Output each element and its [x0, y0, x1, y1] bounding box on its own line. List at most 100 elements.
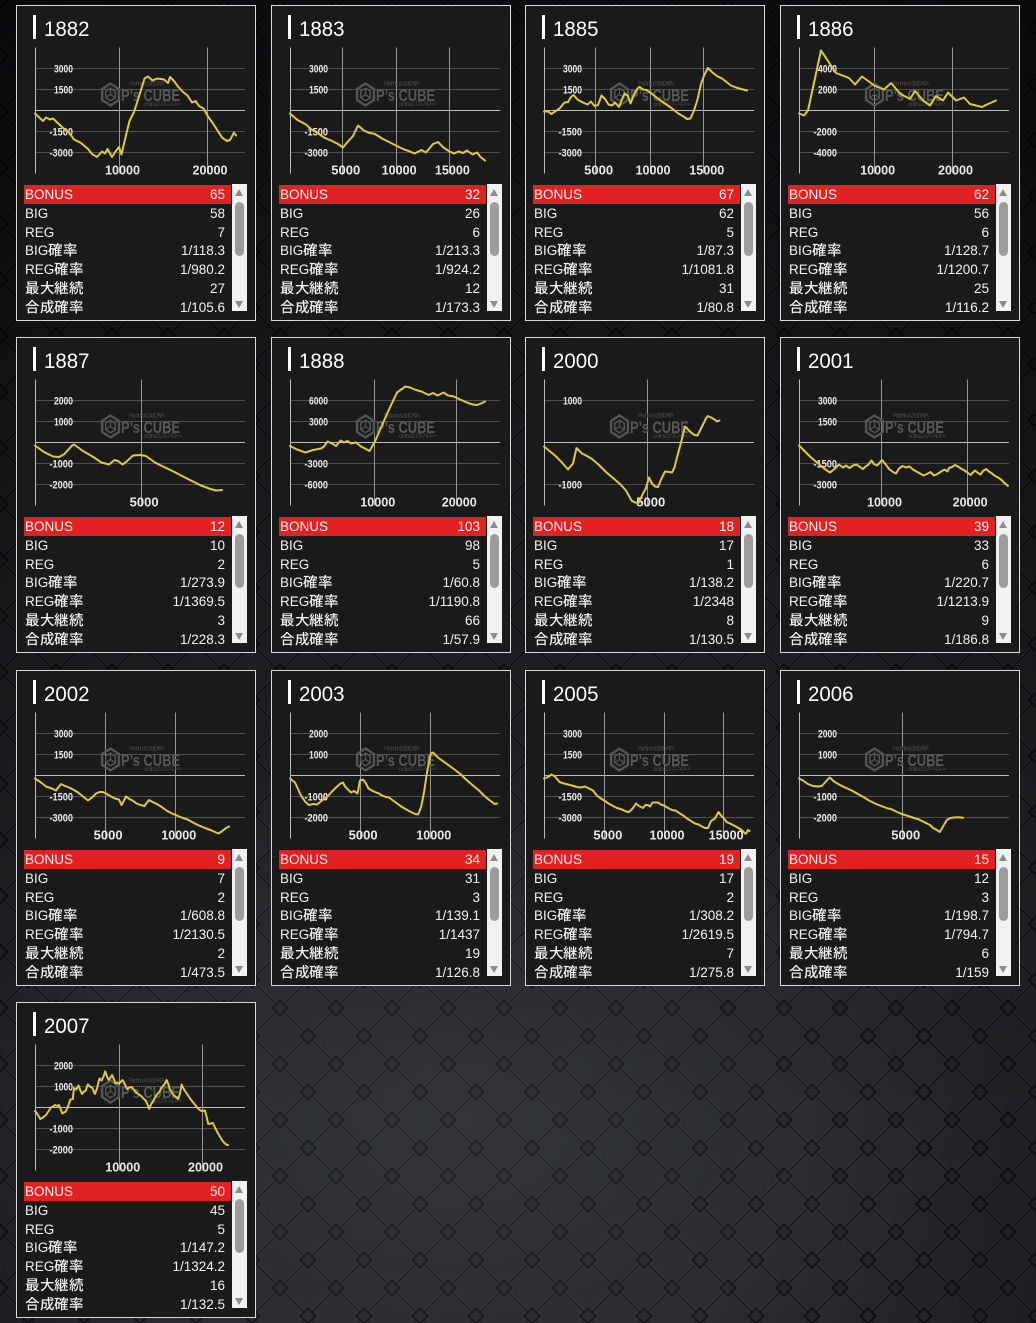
- svg-text:1500: 1500: [54, 84, 73, 96]
- svg-text:Pachinko & Slot DATA: Pachinko & Slot DATA: [384, 747, 420, 753]
- svg-text:3000: 3000: [309, 416, 328, 428]
- svg-text:3000: 3000: [563, 63, 582, 75]
- svg-text:-1500: -1500: [559, 791, 583, 803]
- svg-text:5000: 5000: [130, 496, 159, 510]
- svg-text:online2.I7f-74J××: online2.I7f-74J××: [399, 102, 437, 108]
- svg-text:-1500: -1500: [50, 791, 74, 803]
- svg-text:Pachinko & Slot DATA: Pachinko & Slot DATA: [129, 747, 165, 753]
- svg-text:Pachinko & Slot DATA: Pachinko & Slot DATA: [129, 82, 165, 88]
- svg-text:-1500: -1500: [814, 458, 838, 470]
- svg-text:5000: 5000: [331, 164, 360, 178]
- svg-text:5000: 5000: [636, 496, 665, 510]
- svg-text:10000: 10000: [416, 829, 451, 843]
- svg-text:P’s CUBE: P’s CUBE: [630, 418, 689, 437]
- svg-text:3000: 3000: [818, 395, 837, 407]
- svg-text:P’s CUBE: P’s CUBE: [121, 418, 180, 437]
- svg-text:10000: 10000: [105, 1161, 140, 1175]
- svg-text:1500: 1500: [563, 84, 582, 96]
- svg-text:1500: 1500: [818, 416, 837, 428]
- svg-text:10000: 10000: [636, 164, 671, 178]
- svg-text:3000: 3000: [563, 728, 582, 740]
- svg-text:Pachinko & Slot DATA: Pachinko & Slot DATA: [129, 414, 165, 420]
- svg-text:online2.I7f-74J××: online2.I7f-74J××: [653, 767, 691, 773]
- svg-text:Pachinko & Slot DATA: Pachinko & Slot DATA: [638, 747, 674, 753]
- svg-text:Pachinko & Slot DATA: Pachinko & Slot DATA: [638, 82, 674, 88]
- svg-text:online2.I7f-74J××: online2.I7f-74J××: [908, 102, 946, 108]
- svg-text:5000: 5000: [584, 164, 613, 178]
- svg-text:2000: 2000: [818, 84, 837, 96]
- svg-text:-3000: -3000: [305, 458, 329, 470]
- svg-text:online2.I7f-74J××: online2.I7f-74J××: [908, 767, 946, 773]
- svg-text:2000: 2000: [54, 395, 73, 407]
- svg-text:-1000: -1000: [50, 1123, 74, 1135]
- svg-text:P’s CUBE: P’s CUBE: [885, 86, 944, 105]
- svg-text:1500: 1500: [309, 84, 328, 96]
- svg-text:1500: 1500: [563, 749, 582, 761]
- svg-text:online2.I7f-74J××: online2.I7f-74J××: [399, 434, 437, 440]
- svg-text:P’s CUBE: P’s CUBE: [121, 86, 180, 105]
- svg-text:10000: 10000: [860, 164, 895, 178]
- svg-text:-2000: -2000: [50, 479, 74, 491]
- svg-text:10000: 10000: [360, 496, 395, 510]
- svg-text:P’s CUBE: P’s CUBE: [376, 86, 435, 105]
- svg-text:5000: 5000: [349, 829, 378, 843]
- svg-text:online2.I7f-74J××: online2.I7f-74J××: [908, 434, 946, 440]
- svg-text:online2.I7f-74J××: online2.I7f-74J××: [144, 102, 182, 108]
- svg-text:1000: 1000: [54, 1081, 73, 1093]
- svg-text:online2.I7f-74J××: online2.I7f-74J××: [144, 1099, 182, 1105]
- svg-text:Pachinko & Slot DATA: Pachinko & Slot DATA: [384, 82, 420, 88]
- svg-text:-3000: -3000: [305, 147, 329, 159]
- svg-text:20000: 20000: [188, 1161, 223, 1175]
- svg-text:P’s CUBE: P’s CUBE: [885, 418, 944, 437]
- svg-text:2000: 2000: [54, 1060, 73, 1072]
- svg-text:20000: 20000: [442, 496, 477, 510]
- svg-text:5000: 5000: [891, 829, 920, 843]
- svg-text:-3000: -3000: [814, 479, 838, 491]
- svg-text:Pachinko & Slot DATA: Pachinko & Slot DATA: [384, 414, 420, 420]
- svg-text:online2.I7f-74J××: online2.I7f-74J××: [144, 767, 182, 773]
- svg-text:P’s CUBE: P’s CUBE: [121, 1083, 180, 1102]
- svg-text:15000: 15000: [709, 829, 744, 843]
- svg-text:20000: 20000: [953, 496, 988, 510]
- svg-text:3000: 3000: [54, 63, 73, 75]
- svg-text:-3000: -3000: [50, 812, 74, 824]
- svg-text:-6000: -6000: [305, 479, 329, 491]
- svg-text:Pachinko & Slot DATA: Pachinko & Slot DATA: [893, 414, 929, 420]
- svg-text:-2000: -2000: [305, 812, 329, 824]
- svg-text:15000: 15000: [689, 164, 724, 178]
- svg-text:online2.I7f-74J××: online2.I7f-74J××: [653, 434, 691, 440]
- svg-text:3000: 3000: [54, 728, 73, 740]
- svg-text:P’s CUBE: P’s CUBE: [376, 751, 435, 770]
- svg-text:10000: 10000: [382, 164, 417, 178]
- svg-text:-1500: -1500: [559, 126, 583, 138]
- svg-text:-2000: -2000: [814, 812, 838, 824]
- svg-text:online2.I7f-74J××: online2.I7f-74J××: [144, 434, 182, 440]
- svg-text:-4000: -4000: [814, 147, 838, 159]
- svg-text:20000: 20000: [938, 164, 973, 178]
- svg-text:-1500: -1500: [50, 126, 74, 138]
- svg-text:10000: 10000: [650, 829, 685, 843]
- svg-text:-1000: -1000: [559, 479, 583, 491]
- svg-text:-1000: -1000: [305, 791, 329, 803]
- svg-text:-2000: -2000: [814, 126, 838, 138]
- svg-text:10000: 10000: [161, 829, 196, 843]
- svg-text:5000: 5000: [94, 829, 123, 843]
- svg-text:6000: 6000: [309, 395, 328, 407]
- svg-text:5000: 5000: [593, 829, 622, 843]
- svg-text:3000: 3000: [309, 63, 328, 75]
- svg-text:1000: 1000: [309, 749, 328, 761]
- svg-text:P’s CUBE: P’s CUBE: [630, 751, 689, 770]
- svg-text:-1000: -1000: [814, 791, 838, 803]
- svg-text:2000: 2000: [818, 728, 837, 740]
- svg-text:P’s CUBE: P’s CUBE: [121, 751, 180, 770]
- svg-text:P’s CUBE: P’s CUBE: [885, 751, 944, 770]
- svg-text:Pachinko & Slot DATA: Pachinko & Slot DATA: [893, 747, 929, 753]
- svg-text:20000: 20000: [193, 164, 228, 178]
- svg-text:1000: 1000: [563, 395, 582, 407]
- svg-text:1000: 1000: [818, 749, 837, 761]
- svg-text:Pachinko & Slot DATA: Pachinko & Slot DATA: [638, 414, 674, 420]
- svg-text:-3000: -3000: [50, 147, 74, 159]
- svg-text:1500: 1500: [54, 749, 73, 761]
- svg-text:1000: 1000: [54, 416, 73, 428]
- svg-text:-2000: -2000: [50, 1144, 74, 1156]
